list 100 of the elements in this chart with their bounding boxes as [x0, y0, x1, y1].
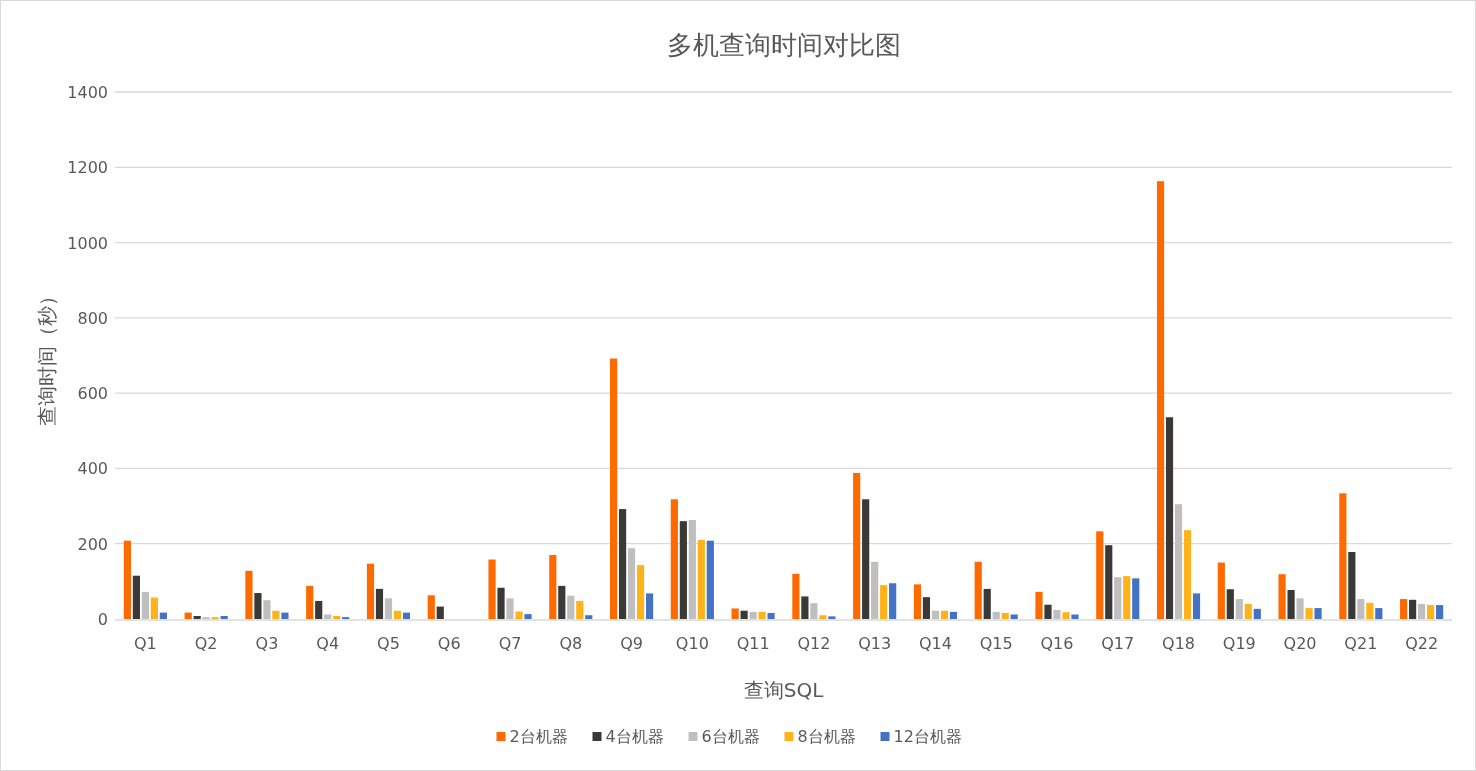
- bar: [889, 583, 897, 619]
- bar: [1044, 604, 1052, 619]
- bar: [150, 597, 158, 619]
- bar: [220, 615, 228, 619]
- bar: [706, 540, 714, 619]
- bar: [272, 610, 280, 619]
- x-tick-label: Q15: [979, 634, 1013, 653]
- bar: [697, 539, 705, 619]
- bar: [366, 563, 375, 619]
- x-tick-label: Q13: [858, 634, 892, 653]
- bar: [609, 358, 618, 619]
- bar: [384, 598, 393, 619]
- bar: [1409, 599, 1417, 619]
- bar: [974, 561, 982, 619]
- x-tick-label: Q7: [498, 634, 522, 653]
- bar: [427, 595, 435, 619]
- bar: [1366, 602, 1374, 619]
- x-tick-label: Q12: [797, 634, 831, 653]
- x-tick-label: Q1: [134, 634, 157, 653]
- bar: [1226, 589, 1234, 619]
- bar: [940, 610, 949, 619]
- bar: [506, 598, 514, 619]
- x-tick-label: Q3: [255, 634, 279, 653]
- x-tick-label: Q22: [1405, 634, 1439, 653]
- bar: [1114, 577, 1122, 619]
- bar: [567, 595, 575, 619]
- x-tick-label: Q9: [620, 634, 643, 653]
- bar: [1375, 608, 1383, 619]
- bar: [1314, 608, 1322, 619]
- bar: [306, 585, 314, 619]
- bar: [871, 561, 879, 619]
- bar: [263, 600, 271, 619]
- bar: [123, 540, 131, 619]
- bar: [1174, 504, 1183, 619]
- bar: [1278, 574, 1286, 619]
- bar: [1001, 612, 1009, 619]
- bar: [1400, 599, 1408, 619]
- bar: [1427, 605, 1435, 619]
- bar: [880, 585, 888, 619]
- x-axis-title: 查询SQL: [743, 678, 825, 702]
- bar: [333, 615, 341, 619]
- bar: [1357, 599, 1365, 619]
- bar: [1096, 531, 1104, 619]
- bar: [1192, 593, 1201, 619]
- bar: [1244, 603, 1252, 619]
- bar: [1287, 590, 1295, 619]
- bar: [862, 499, 870, 619]
- bar: [1339, 493, 1347, 619]
- bar: [792, 573, 800, 619]
- bar: [679, 521, 687, 619]
- bar: [913, 584, 922, 619]
- bar: [497, 587, 505, 619]
- bar: [1235, 599, 1243, 619]
- y-axis-title: 查询时间（秒）: [35, 285, 59, 426]
- bar: [1105, 545, 1113, 619]
- bar: [828, 616, 836, 619]
- legend-label: 4台机器: [605, 727, 664, 746]
- bar: [488, 559, 496, 619]
- x-tick-label: Q8: [559, 634, 583, 653]
- bar: [132, 575, 140, 619]
- bar: [1156, 181, 1165, 619]
- bar: [645, 593, 654, 619]
- legend-label: 2台机器: [509, 727, 568, 746]
- x-tick-label: Q17: [1101, 634, 1135, 653]
- bar: [1305, 608, 1313, 619]
- bar: [670, 499, 678, 619]
- bar: [1183, 530, 1192, 619]
- bar: [853, 472, 861, 619]
- bar: [636, 565, 645, 619]
- legend-label: 12台机器: [893, 727, 962, 746]
- bar: [1253, 608, 1261, 619]
- bar: [159, 612, 167, 619]
- bar: [688, 520, 696, 619]
- bar: [627, 548, 636, 619]
- y-tick-label: 400: [77, 459, 108, 479]
- bar: [749, 611, 757, 619]
- bar: [1035, 591, 1043, 619]
- bar: [254, 593, 262, 619]
- x-tick-label: Q19: [1222, 634, 1256, 653]
- bar: [618, 509, 627, 619]
- bar: [436, 606, 444, 619]
- bar: [731, 608, 739, 619]
- x-tick-label: Q11: [736, 634, 770, 653]
- bar: [1123, 576, 1131, 619]
- bar: [324, 614, 332, 619]
- y-tick-label: 1400: [67, 83, 108, 102]
- bar: [1296, 598, 1304, 619]
- bar: [819, 615, 827, 619]
- bar: [1053, 609, 1061, 619]
- bar: [576, 600, 584, 619]
- bar: [558, 585, 566, 619]
- chart-title: 多机查询时间对比图: [666, 30, 901, 60]
- bar: [524, 614, 532, 619]
- bar: [992, 611, 1000, 619]
- bar: [922, 597, 931, 619]
- y-tick-label: 200: [77, 534, 108, 554]
- bar: [1436, 605, 1444, 619]
- bar: [983, 588, 991, 619]
- bar: [245, 570, 253, 619]
- bar: [1348, 552, 1356, 619]
